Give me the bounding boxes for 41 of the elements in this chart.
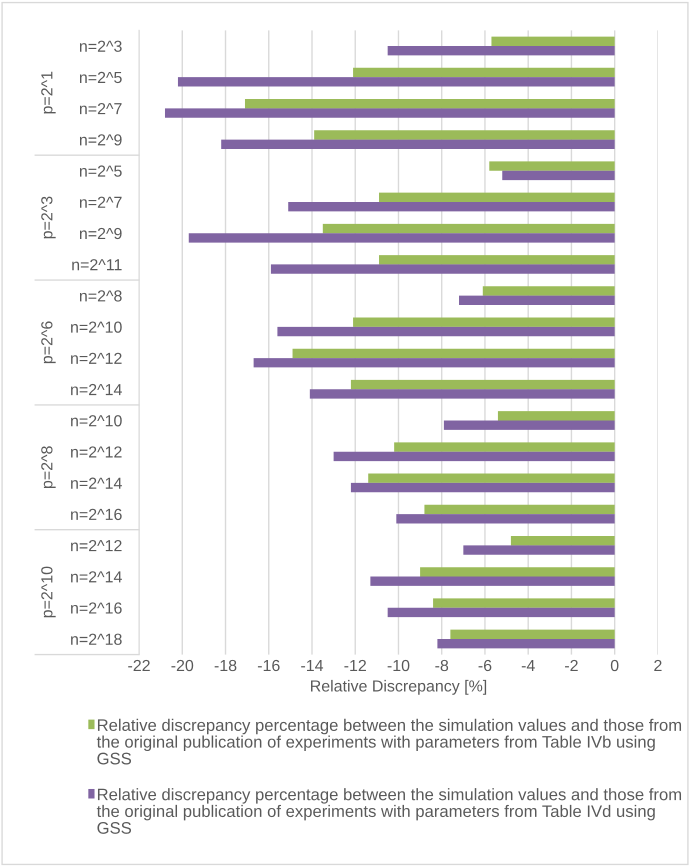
y-tick-label: n=2^14 xyxy=(71,571,122,582)
text: p=2^8 xyxy=(41,446,56,488)
x-tick-label: 0 xyxy=(610,660,618,672)
y-tick-label: n=2^7 xyxy=(80,103,122,114)
y-tick-label: n=2^8 xyxy=(80,290,122,302)
x-tick-label: -10 xyxy=(388,660,410,672)
y-tick-label: n=2^14 xyxy=(71,478,122,489)
x-tick-label: -2 xyxy=(565,660,578,672)
x-tick-label: -22 xyxy=(128,660,150,672)
y-tick-label: n=2^16 xyxy=(71,508,122,520)
y-tick-label: n=2^3 xyxy=(80,40,122,52)
y-tick-label: n=2^10 xyxy=(71,321,122,333)
y-tick-label: n=2^9 xyxy=(80,134,122,146)
y-tick-label: n=2^12 xyxy=(71,352,122,364)
y-tick-label: n=2^16 xyxy=(71,602,122,614)
x-tick-label: -18 xyxy=(214,660,236,672)
x-tick-label: 2 xyxy=(654,660,662,672)
x-tick-label: -4 xyxy=(522,660,535,672)
y-tick-label: n=2^18 xyxy=(71,634,122,645)
text: p=2^6 xyxy=(41,321,56,364)
x-tick-label: -12 xyxy=(344,660,366,672)
y-tick-label: n=2^5 xyxy=(80,165,122,177)
y-tick-label: n=2^7 xyxy=(80,196,122,208)
y-tick-label: n=2^12 xyxy=(71,446,122,458)
y-tick-label: n=2^5 xyxy=(80,72,122,84)
y-tick-label: n=2^9 xyxy=(80,228,122,240)
y-tick-label: n=2^12 xyxy=(71,540,122,552)
x-axis-title: Relative Discrepancy [%] xyxy=(311,680,486,695)
y-tick-label: n=2^11 xyxy=(72,259,122,270)
x-tick-label: -14 xyxy=(301,660,324,672)
text: p=2^1 xyxy=(41,72,56,114)
x-tick-label: -6 xyxy=(478,660,492,672)
y-tick-label: n=2^14 xyxy=(71,384,122,396)
x-tick-label: -16 xyxy=(258,660,280,672)
y-tick-label: n=2^10 xyxy=(71,415,122,426)
text: p=2^10 xyxy=(41,566,56,618)
legend-label: Relative discrepancy percentage between the simulation values and those from the original publication of experiments with parameters from Table IVb using GSS xyxy=(96,718,682,764)
text: p=2^3 xyxy=(41,196,56,238)
x-tick-label: -8 xyxy=(435,660,448,672)
legend-label: Relative discrepancy percentage between the simulation values and those from the original publication of experiments with parameters from Table IVd using GSS xyxy=(96,788,682,834)
x-tick-label: -20 xyxy=(171,660,194,672)
